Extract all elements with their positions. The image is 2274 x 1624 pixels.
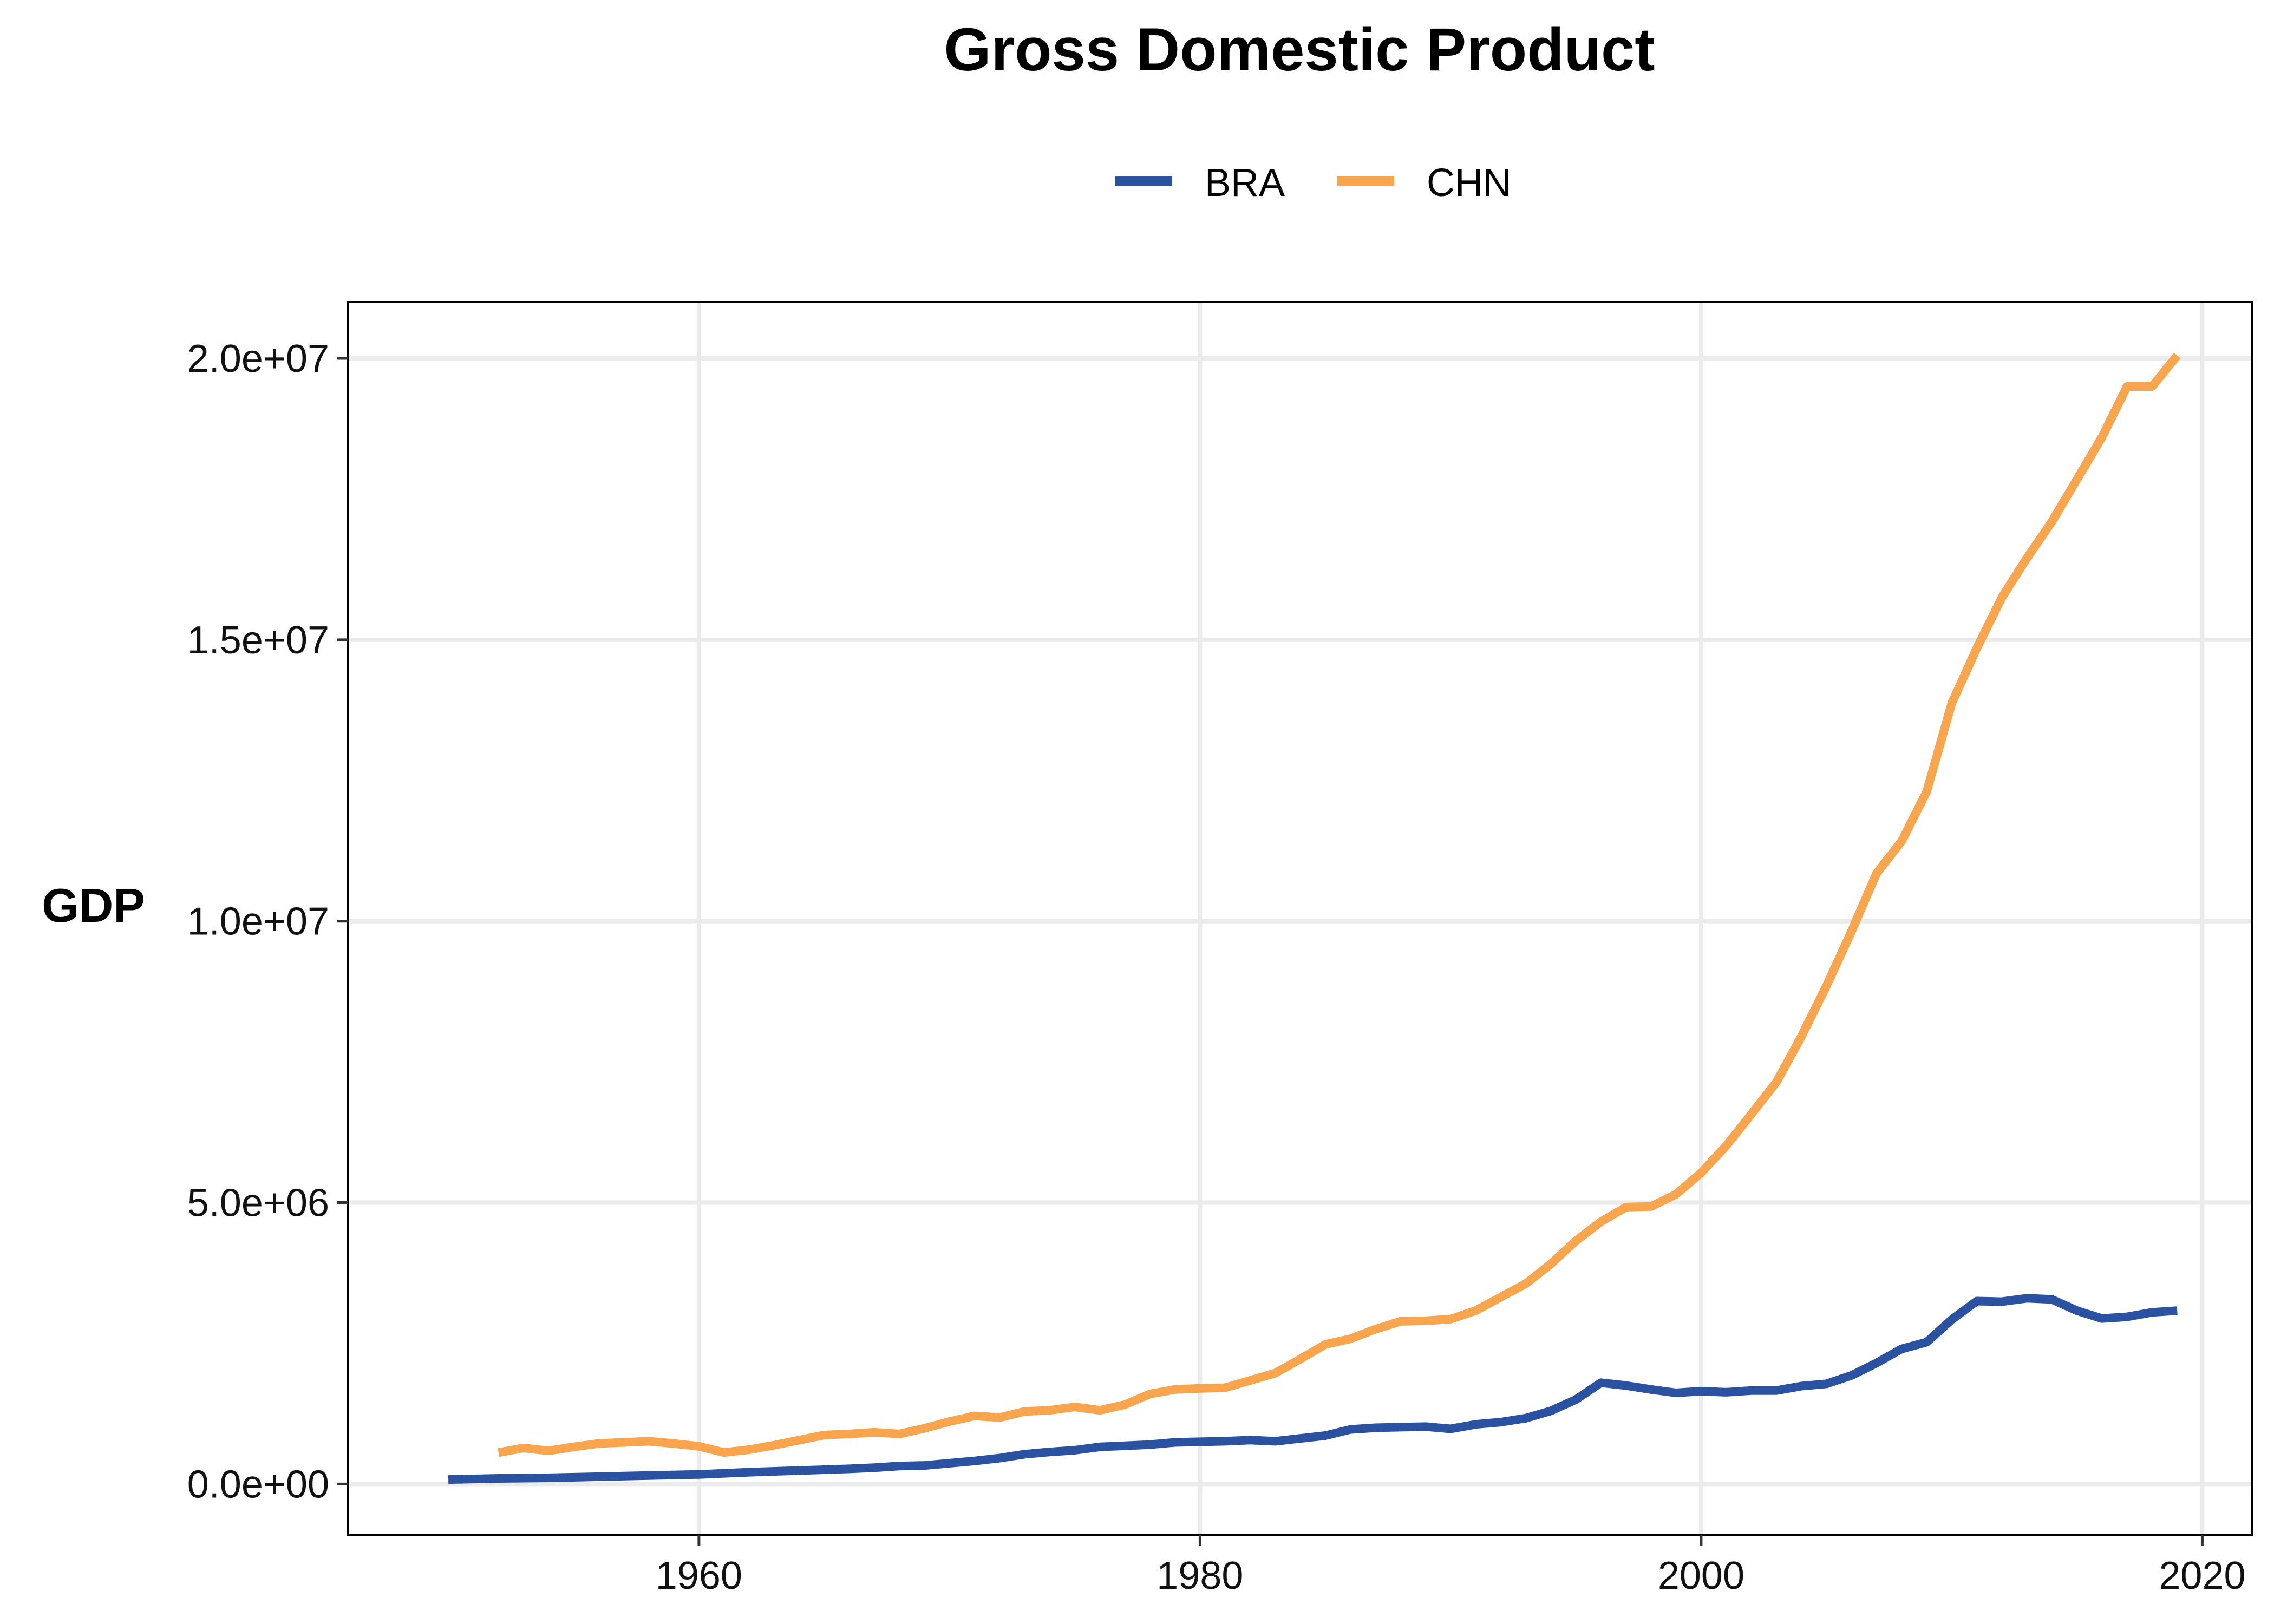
y-tick-label: 5.0e+06 — [187, 1182, 329, 1225]
x-tick-label: 2000 — [1658, 1554, 1744, 1597]
legend: BRA CHN — [1115, 161, 1511, 205]
x-tick-label: 1960 — [656, 1554, 742, 1597]
legend-label-chn: CHN — [1427, 161, 1511, 205]
chart-title: Gross Domestic Product — [944, 16, 1655, 83]
y-tick-label: 1.0e+07 — [187, 900, 329, 944]
legend-label-bra: BRA — [1205, 161, 1285, 205]
plot-series — [448, 352, 2181, 1484]
x-tick-label: 2020 — [2159, 1554, 2245, 1597]
x-tick-label: 1980 — [1156, 1554, 1243, 1597]
y-tick-label: 2.0e+07 — [187, 337, 329, 381]
axis-ticks: 1960 1980 2000 2020 0.0e+00 5.0e+06 1.0e+07 1.5… — [187, 337, 2246, 1597]
y-tick-label: 0.0e+00 — [187, 1463, 329, 1506]
y-tick-label: 1.5e+07 — [187, 619, 329, 662]
series-line-chn — [498, 352, 2181, 1457]
series-line-bra — [448, 1294, 2178, 1484]
plot-panel-border — [347, 301, 2253, 1536]
gridlines — [348, 302, 2252, 1535]
y-axis-title: GDP — [42, 879, 145, 932]
